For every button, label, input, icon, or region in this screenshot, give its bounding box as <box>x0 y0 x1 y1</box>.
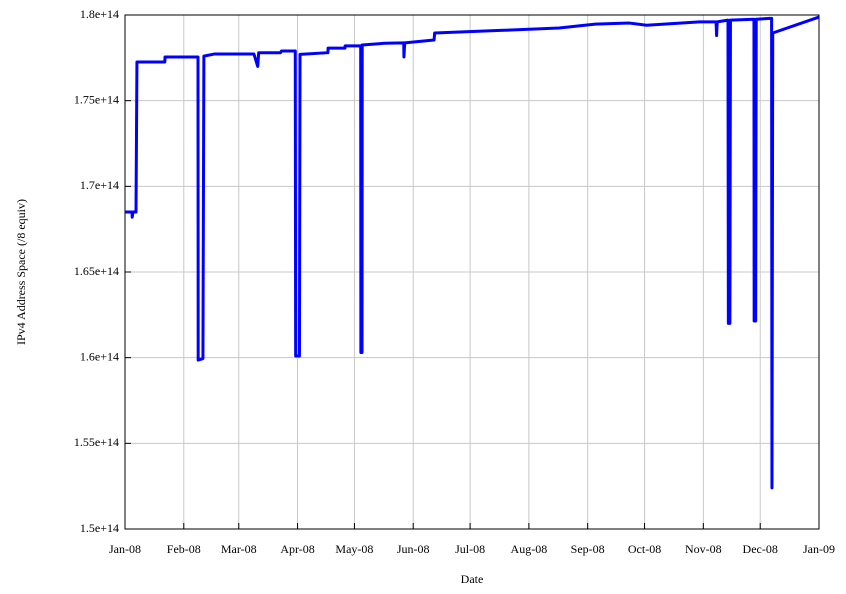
y-tick-label: 1.7e+14 <box>80 178 119 192</box>
x-tick-label: Feb-08 <box>167 542 201 556</box>
y-tick-label: 1.6e+14 <box>80 349 119 363</box>
x-tick-label: Aug-08 <box>511 542 548 556</box>
x-tick-label: Apr-08 <box>280 542 314 556</box>
x-tick-label: Jan-08 <box>109 542 141 556</box>
x-tick-label: Dec-08 <box>743 542 778 556</box>
data-line <box>125 15 820 490</box>
x-tick-label: Mar-08 <box>221 542 257 556</box>
x-tick-label: Jul-08 <box>455 542 485 556</box>
x-tick-label: Jan-09 <box>803 542 835 556</box>
y-tick-label: 1.55e+14 <box>74 435 119 449</box>
x-axis-label: Date <box>461 572 484 586</box>
y-tick-label: 1.8e+14 <box>80 7 119 21</box>
x-tick-label: May-08 <box>335 542 373 556</box>
x-tick-label: Sep-08 <box>571 542 605 556</box>
x-tick-label: Nov-08 <box>685 542 722 556</box>
x-tick-label: Jun-08 <box>397 542 430 556</box>
y-tick-label: 1.65e+14 <box>74 264 119 278</box>
x-tick-label: Oct-08 <box>628 542 661 556</box>
y-tick-label: 1.75e+14 <box>74 92 119 106</box>
plot-frame <box>124 14 820 530</box>
y-axis-label: IPv4 Address Space (/8 equiv) <box>14 199 28 345</box>
y-tick-label: 1.5e+14 <box>80 521 119 535</box>
